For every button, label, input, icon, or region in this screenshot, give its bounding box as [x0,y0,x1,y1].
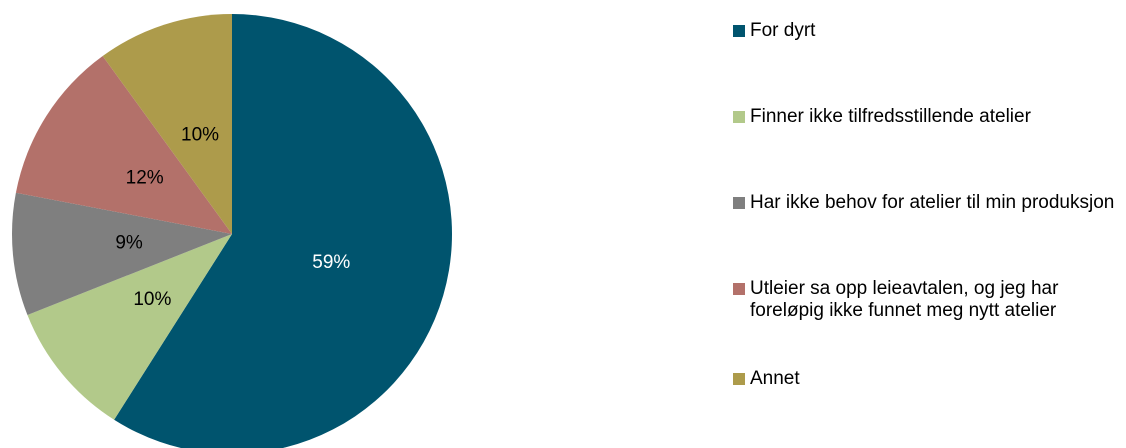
legend-item: Finner ikke tilfredsstillende atelier [733,106,1126,128]
legend-swatch [733,197,745,209]
data-label: 10% [133,289,171,310]
legend-swatch [733,25,745,37]
legend-label: For dyrt [750,20,816,41]
legend-swatch [733,373,745,385]
legend-label: Finner ikke tilfredsstillende atelier [750,106,1031,127]
pie-slice [15,56,232,234]
legend-swatch [733,111,745,123]
legend-label: Har ikke behov for atelier til min produ… [750,192,1115,213]
legend-item: Utleier sa opp leieavtalen, og jeg har f… [733,278,1126,322]
legend-item: Har ikke behov for atelier til min produ… [733,192,1126,214]
pie-slice [114,14,452,448]
legend-item: Annet [733,368,1126,390]
data-label: 10% [181,125,219,146]
pie-slice [102,14,232,234]
legend-swatch [733,283,745,295]
legend-item: For dyrt [733,20,1126,42]
data-label: 12% [126,168,164,189]
legend-label: Utleier sa opp leieavtalen, og jeg har f… [750,278,1059,321]
chart: 59% 10% 9% 12% 10% [12,14,452,448]
pie-slice [27,234,232,420]
data-label: 9% [115,233,143,254]
legend-label: Annet [750,368,800,389]
data-label: 59% [312,252,350,273]
pie-slice [12,192,233,315]
